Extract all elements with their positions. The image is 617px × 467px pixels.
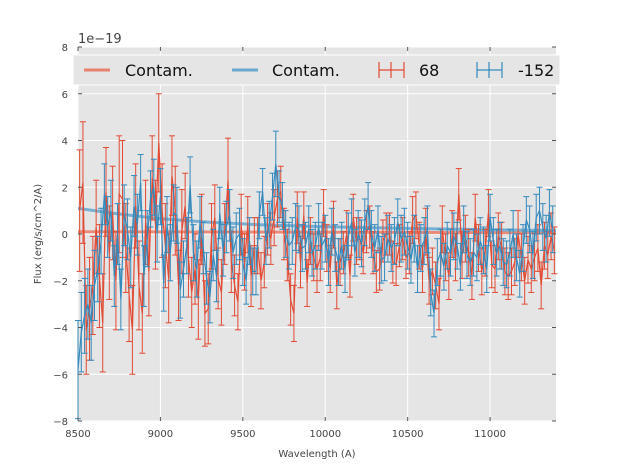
series-layer <box>75 93 558 420</box>
y-tick-label: −2 <box>53 277 68 288</box>
legend-swatch-68 <box>378 62 405 78</box>
y-tick-label: −6 <box>53 370 68 381</box>
y-tick-label: 4 <box>62 137 68 148</box>
y-tick-label: −4 <box>53 324 68 335</box>
legend-label-contam-red: Contam. <box>125 61 193 80</box>
y-tick-label: 6 <box>62 90 68 101</box>
legend: Contam. Contam. 68 -152 <box>72 54 561 86</box>
x-tick-label: 10000 <box>309 429 341 440</box>
legend-swatch-152 <box>476 62 503 78</box>
y-tick-label: 0 <box>62 230 68 241</box>
x-tick-label: 9000 <box>148 429 173 440</box>
x-axis-label: Wavelength (A) <box>278 449 355 460</box>
y-tick-label: 8 <box>62 43 68 54</box>
legend-label-contam-blue: Contam. <box>272 61 340 80</box>
y-tick-label: −8 <box>53 417 68 428</box>
y-tick-label: 2 <box>62 183 68 194</box>
y-axis-label: Flux (erg/s/cm^2/A) <box>33 184 44 284</box>
x-tick-label: 9500 <box>230 429 255 440</box>
x-tick-label: 8500 <box>65 429 90 440</box>
x-tick-label: 11000 <box>474 429 506 440</box>
series-4-line <box>77 163 554 370</box>
y-offset-label: 1e−19 <box>78 32 122 47</box>
legend-label-68: 68 <box>419 61 439 80</box>
legend-label-152: -152 <box>518 61 554 80</box>
x-tick-label: 10500 <box>392 429 424 440</box>
